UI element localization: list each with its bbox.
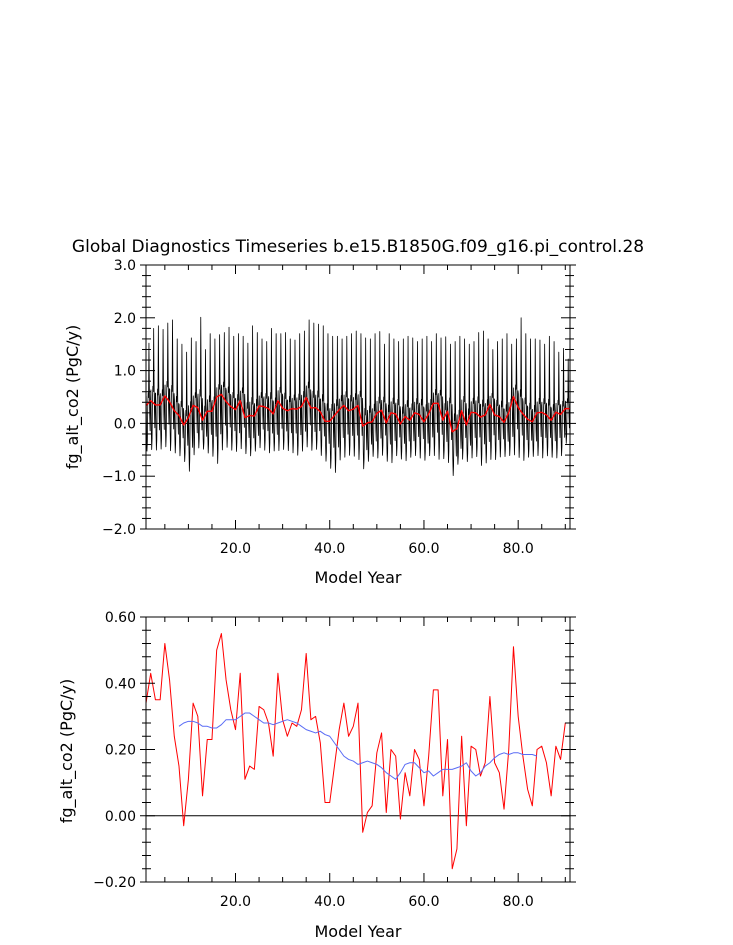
- bottom-annual-mean-line: [145, 633, 570, 870]
- bottom-y-tick-label: 0.20: [105, 743, 136, 759]
- top-x-tick-label: 60.0: [408, 541, 439, 557]
- top-data-layer: [146, 316, 570, 476]
- bottom-y-tick-label: 0.40: [105, 676, 136, 692]
- bottom-x-tick-label: 60.0: [408, 894, 439, 910]
- top-y-tick-label: 2.0: [114, 311, 136, 327]
- bottom-axes-frame: 20.0 40.0 60.0 80.0 −0.20 0.00 0.20 0.40 0.60: [93, 610, 576, 910]
- top-series-group: [146, 316, 570, 476]
- bottom-x-tick-label: 20.0: [220, 894, 251, 910]
- top-annual-mean-line: [146, 393, 570, 433]
- bottom-running-mean-line: [178, 712, 538, 780]
- bottom-x-axis-label: Model Year: [315, 922, 402, 941]
- top-y-tick-label: 0.0: [114, 416, 136, 432]
- bottom-y-tick-label: 0.00: [105, 809, 136, 825]
- top-panel-chart: Global Diagnostics Timeseries b.e15.B185…: [63, 237, 644, 587]
- bottom-y-tick-label: −0.20: [93, 875, 136, 891]
- top-x-axis-label: Model Year: [315, 568, 402, 587]
- top-x-tick-label: 20.0: [220, 541, 251, 557]
- bottom-y-tick-label: 0.60: [105, 610, 136, 626]
- bottom-panel-chart: 20.0 40.0 60.0 80.0 −0.20 0.00 0.20 0.40 0.60 Mo…: [57, 610, 576, 941]
- bottom-y-axis-label: fg_alt_co2 (PgC/y): [57, 679, 77, 823]
- top-y-tick-label: 3.0: [114, 258, 136, 274]
- top-axes-frame: 20.0 40.0 60.0 80.0 −2.0 −1.0 0.0 1.0 2.0 3.0: [102, 258, 576, 557]
- top-x-tick-label: 40.0: [314, 541, 345, 557]
- top-y-axis-label: fg_alt_co2 (PgC/y): [63, 325, 83, 469]
- top-plot-border: [145, 264, 571, 530]
- top-monthly-series-line: [146, 316, 570, 476]
- bottom-data-layer: [145, 633, 570, 870]
- top-x-tick-label: 80.0: [503, 541, 534, 557]
- bottom-x-tick-label: 40.0: [314, 894, 345, 910]
- top-y-tick-label: −1.0: [102, 469, 136, 485]
- bottom-x-tick-label: 80.0: [503, 894, 534, 910]
- chart-title: Global Diagnostics Timeseries b.e15.B185…: [72, 237, 644, 257]
- top-y-tick-label: 1.0: [114, 364, 136, 380]
- bottom-plot-border: [145, 616, 571, 883]
- top-y-tick-label: −2.0: [102, 522, 136, 538]
